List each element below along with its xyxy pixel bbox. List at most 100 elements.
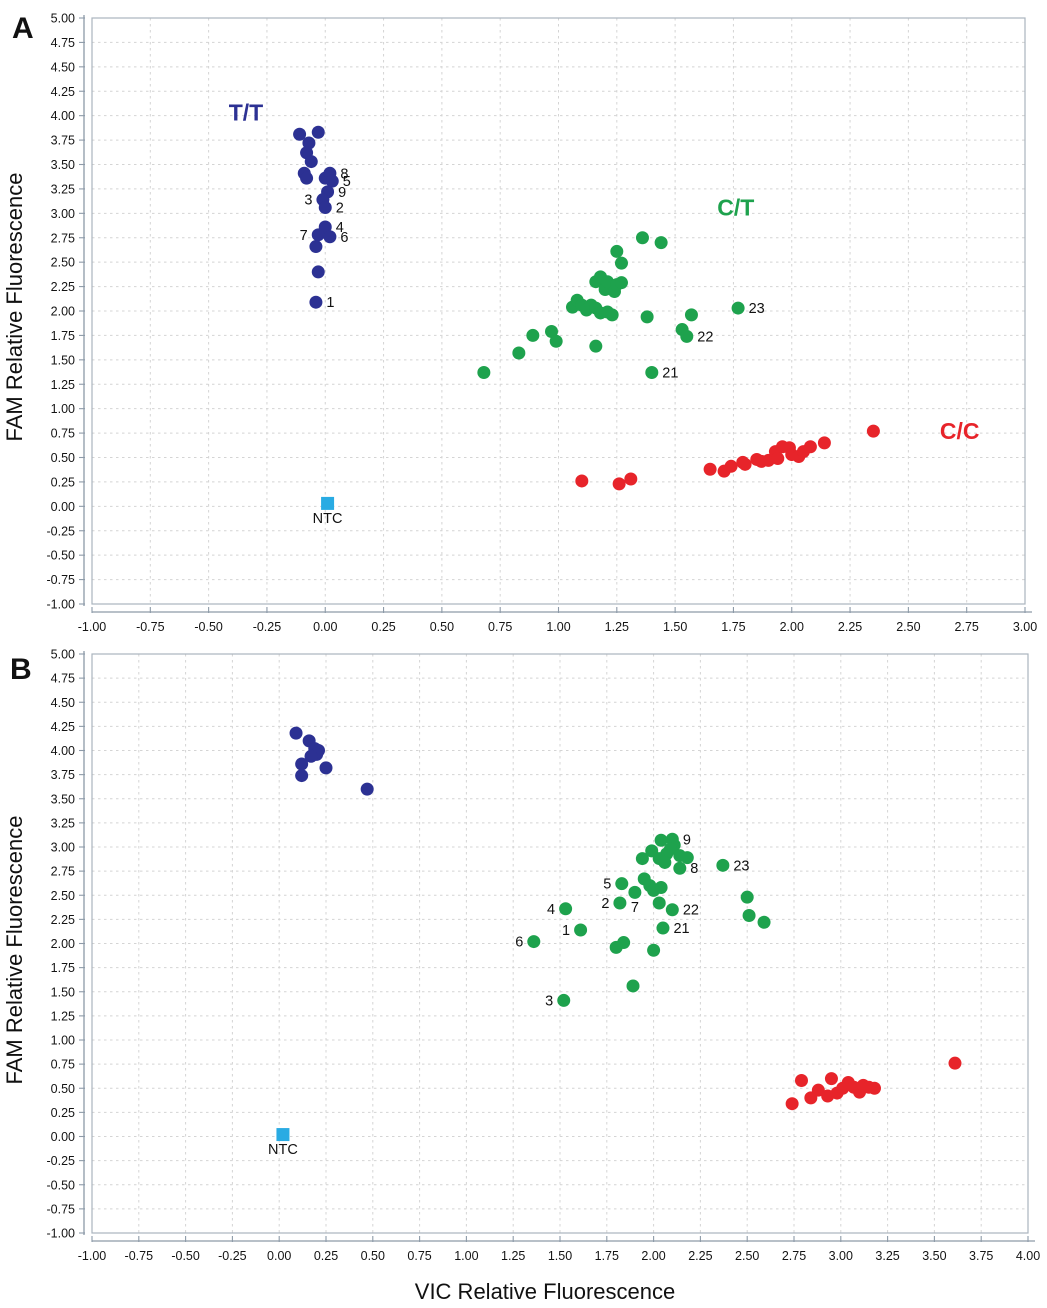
point-label: NTC xyxy=(268,1142,298,1158)
y-tick-label: 0.75 xyxy=(51,427,75,441)
y-tick-label: 0.75 xyxy=(51,1058,75,1072)
x-tick-label: -0.75 xyxy=(136,620,165,634)
y-tick-label: 5.00 xyxy=(51,648,75,662)
data-point-tt xyxy=(318,200,332,214)
data-point-ct xyxy=(680,851,694,865)
data-point-tt xyxy=(295,769,309,783)
y-tick-label: 2.00 xyxy=(51,305,75,319)
point-label: 1 xyxy=(562,923,570,939)
point-label: 9 xyxy=(338,185,346,201)
data-point-cc xyxy=(811,1083,825,1097)
data-point-ct xyxy=(615,877,629,891)
x-tick-label: 1.25 xyxy=(605,620,629,634)
data-point-ct xyxy=(614,256,628,270)
data-point-ct xyxy=(613,896,627,910)
y-tick-label: 3.25 xyxy=(51,816,75,830)
data-point-tt xyxy=(311,125,325,139)
x-tick-label: -1.00 xyxy=(78,1249,107,1263)
point-label: 4 xyxy=(547,902,555,918)
y-tick-label: 5.00 xyxy=(51,12,75,26)
x-tick-label: 0.25 xyxy=(371,620,395,634)
data-point-tt xyxy=(304,749,318,763)
y-tick-label: 2.25 xyxy=(51,913,75,927)
point-label: 21 xyxy=(662,366,678,382)
data-point-cc xyxy=(817,436,831,450)
x-tick-label: 2.00 xyxy=(780,620,804,634)
data-point-cc xyxy=(824,1072,838,1086)
data-point-cc xyxy=(794,1074,808,1088)
data-point-ct xyxy=(757,915,771,929)
y-tick-label: 2.00 xyxy=(51,937,75,951)
y-tick-label: 1.75 xyxy=(51,329,75,343)
data-point-ct xyxy=(673,861,687,875)
x-tick-label: -0.75 xyxy=(125,1249,154,1263)
data-point-tt xyxy=(325,174,339,188)
y-tick-label: -0.75 xyxy=(47,573,76,587)
y-tick-label: 4.50 xyxy=(51,60,75,74)
data-point-cc xyxy=(575,474,589,488)
x-tick-label: 0.50 xyxy=(361,1249,385,1263)
y-tick-label: 1.75 xyxy=(51,961,75,975)
data-point-ct xyxy=(589,339,603,353)
data-point-ct xyxy=(716,858,730,872)
data-point-ct xyxy=(574,923,588,937)
cluster-label-cc: C/C xyxy=(940,418,980,444)
data-point-tt xyxy=(309,240,323,254)
data-point-cc xyxy=(724,459,738,473)
y-tick-label: 3.50 xyxy=(51,158,75,172)
panel-b-plot: -1.00 -0.75 -0.50 -0.25 0.00 0.25 0.50 0.75 1.00… xyxy=(47,648,1041,1264)
y-tick-label: 1.25 xyxy=(51,378,75,392)
y-tick-label: 2.50 xyxy=(51,256,75,270)
x-tick-label: 4.00 xyxy=(1016,1249,1040,1263)
y-tick-label: 2.25 xyxy=(51,280,75,294)
data-point-tt xyxy=(309,295,323,309)
data-point-ct xyxy=(635,852,649,866)
data-point-ct xyxy=(605,308,619,322)
x-axis-title: VIC Relative Fluorescence xyxy=(415,1279,675,1304)
data-point-ntc xyxy=(321,496,335,510)
y-tick-label: 0.50 xyxy=(51,1082,75,1096)
x-tick-label: 2.75 xyxy=(782,1249,806,1263)
point-label: NTC xyxy=(313,511,343,527)
point-label: 22 xyxy=(683,903,699,919)
y-tick-label: 4.25 xyxy=(51,85,75,99)
data-point-tt xyxy=(319,761,333,775)
x-tick-label: 1.75 xyxy=(721,620,745,634)
data-point-ct xyxy=(527,935,541,949)
y-tick-label: -0.75 xyxy=(47,1202,76,1216)
point-label: 23 xyxy=(733,858,749,874)
x-tick-label: -0.50 xyxy=(194,620,223,634)
point-label: 2 xyxy=(336,200,344,216)
x-tick-label: 2.00 xyxy=(641,1249,665,1263)
point-label: 2 xyxy=(601,896,609,912)
data-point-tt xyxy=(289,726,303,740)
data-point-cc xyxy=(738,457,752,471)
y-tick-label: 2.75 xyxy=(51,865,75,879)
data-point-ct xyxy=(665,903,679,917)
data-point-tt xyxy=(300,171,314,185)
y-tick-label: 1.50 xyxy=(51,985,75,999)
x-tick-label: 1.75 xyxy=(595,1249,619,1263)
x-tick-label: 2.75 xyxy=(955,620,979,634)
data-point-ct xyxy=(609,940,623,954)
data-point-tt xyxy=(295,757,309,771)
data-point-tt xyxy=(360,782,374,796)
y-tick-label: 3.25 xyxy=(51,182,75,196)
data-point-ct xyxy=(647,883,661,897)
x-tick-label: 2.25 xyxy=(688,1249,712,1263)
data-point-ct xyxy=(628,885,642,899)
x-tick-label: 3.75 xyxy=(969,1249,993,1263)
data-point-ct xyxy=(512,346,526,360)
data-point-cc xyxy=(624,472,638,486)
y-tick-label: 3.00 xyxy=(51,841,75,855)
data-point-cc xyxy=(866,424,880,438)
point-label: 6 xyxy=(515,935,523,951)
panel-a-plot: -1.00 -0.75 -0.50 -0.25 0.00 0.25 0.50 0.75 1.00… xyxy=(47,12,1038,635)
x-tick-label: 1.00 xyxy=(454,1249,478,1263)
data-point-ct xyxy=(645,366,659,380)
data-point-tt xyxy=(304,155,318,169)
data-point-ct xyxy=(626,979,640,993)
point-label: 8 xyxy=(340,166,348,182)
y-tick-label: 2.50 xyxy=(51,889,75,903)
data-point-ct xyxy=(684,308,698,322)
